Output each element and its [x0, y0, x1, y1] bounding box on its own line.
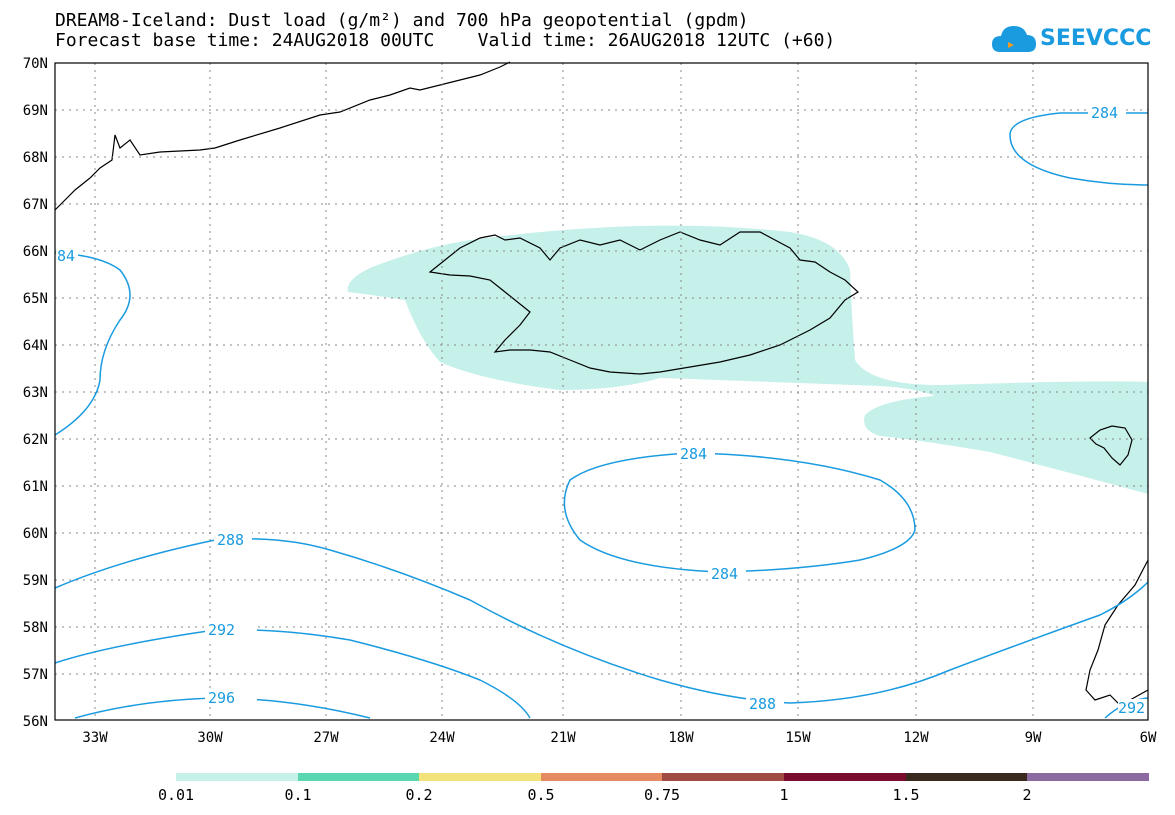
- colorbar: 0.01 0.1 0.2 0.5 0.75 1 1.5 2: [158, 773, 1149, 804]
- colorbar-label: 0.5: [527, 786, 554, 804]
- lon-label: 12W: [903, 730, 929, 746]
- lon-label: 24W: [429, 730, 455, 746]
- faroe-islands: [1089, 425, 1133, 466]
- lat-label: 63N: [23, 385, 48, 401]
- colorbar-swatch: [1027, 773, 1149, 781]
- greenland-coast: [54, 61, 511, 211]
- lat-label: 70N: [23, 56, 48, 72]
- lon-label: 21W: [550, 730, 576, 746]
- lon-label: 6W: [1140, 730, 1157, 746]
- colorbar-label: 0.01: [158, 786, 194, 804]
- contour-label: 288: [749, 695, 776, 713]
- lat-label: 59N: [23, 573, 48, 589]
- lat-label: 58N: [23, 620, 48, 636]
- colorbar-label: 2: [1022, 786, 1031, 804]
- colorbar-swatch: [662, 773, 784, 781]
- colorbar-swatch: [784, 773, 906, 781]
- lat-label: 64N: [23, 338, 48, 354]
- lat-label: 57N: [23, 667, 48, 683]
- contour-284-center: [563, 452, 916, 573]
- contour-label: 296: [208, 689, 235, 707]
- lat-label: 69N: [23, 103, 48, 119]
- seevccc-logo: SEEVCCC: [990, 20, 1151, 60]
- colorbar-label: 1: [779, 786, 788, 804]
- lat-label: 67N: [23, 197, 48, 213]
- colorbar-swatch: [419, 773, 541, 781]
- colorbar-swatch: [541, 773, 662, 781]
- contour-labels: 284 84 284 284 288 292 296 288 292: [56, 104, 1148, 717]
- map-subtitle: Forecast base time: 24AUG2018 00UTC Vali…: [55, 30, 836, 51]
- lat-label: 62N: [23, 432, 48, 448]
- contour-84-west: [54, 252, 131, 436]
- longitude-labels: 33W 30W 27W 24W 21W 18W 15W 12W 9W 6W: [82, 730, 1157, 746]
- colorbar-label: 0.1: [284, 786, 311, 804]
- contour-label: 84: [57, 247, 75, 265]
- logo-text: SEEVCCC: [1040, 26, 1152, 51]
- contour-label: 288: [217, 531, 244, 549]
- lat-label: 68N: [23, 150, 48, 166]
- scotland-coast: [1085, 559, 1149, 706]
- lat-label: 65N: [23, 291, 48, 307]
- map-title: DREAM8-Iceland: Dust load (g/m²) and 700…: [55, 10, 749, 31]
- cloud-icon: [992, 26, 1036, 52]
- colorbar-swatch: [298, 773, 419, 781]
- lat-label: 66N: [23, 244, 48, 260]
- lat-label: 61N: [23, 479, 48, 495]
- colorbar-label: 0.75: [644, 786, 680, 804]
- lat-label: 56N: [23, 714, 48, 730]
- contour-label: 284: [711, 565, 738, 583]
- lon-label: 33W: [82, 730, 108, 746]
- colorbar-swatch: [176, 773, 298, 781]
- contour-label: 292: [1118, 699, 1145, 717]
- lon-label: 9W: [1025, 730, 1042, 746]
- contour-292: [54, 628, 531, 719]
- map-frame: [54, 62, 1149, 721]
- colorbar-swatch: [906, 773, 1027, 781]
- colorbar-label: 1.5: [892, 786, 919, 804]
- dust-load-area: [347, 225, 1148, 494]
- colorbar-label: 0.2: [405, 786, 432, 804]
- latitude-labels: 70N 69N 68N 67N 66N 65N 64N 63N 62N 61N …: [23, 56, 48, 730]
- contour-label: 284: [680, 445, 707, 463]
- contour-label: 284: [1091, 104, 1118, 122]
- contour-284-north: [1009, 112, 1149, 186]
- graticule: [55, 63, 1148, 720]
- contour-label: 292: [208, 621, 235, 639]
- iceland-coast: [428, 231, 859, 375]
- lat-label: 60N: [23, 526, 48, 542]
- lon-label: 27W: [313, 730, 339, 746]
- lon-label: 15W: [785, 730, 811, 746]
- lon-label: 30W: [197, 730, 223, 746]
- lon-label: 18W: [668, 730, 694, 746]
